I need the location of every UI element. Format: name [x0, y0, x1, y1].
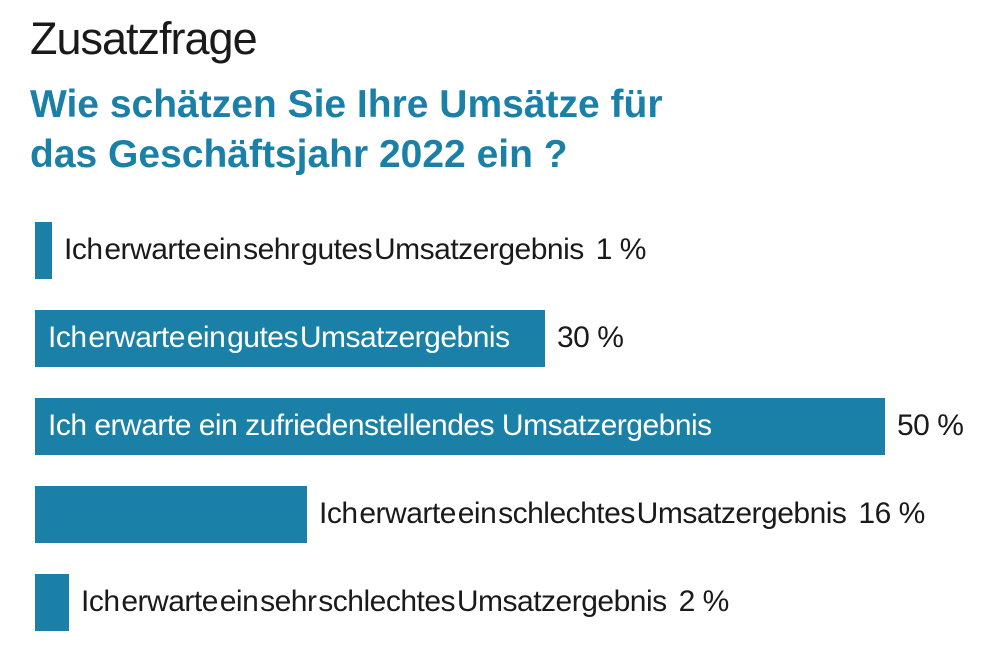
chart-row-sehr-gutes: Ich erwarte ein sehr gutes Umsatzergebni…	[35, 221, 988, 279]
bar-sehr-schlechtes-umsatzergebnis	[35, 573, 69, 631]
bar-zufriedenstellendes-umsatzergebnis: Ich erwarte ein zufriedenstellendes Umsa…	[35, 397, 885, 455]
bar-label-schlechtes: Ich erwarte ein schlechtes Umsatzergebni…	[319, 497, 847, 530]
bar-chart: Ich erwarte ein sehr gutes Umsatzergebni…	[35, 221, 988, 631]
value-label-sehr-schlechtes: 2 %	[678, 585, 730, 618]
bar-sehr-gutes-umsatzergebnis	[35, 221, 52, 279]
bar-label-zufriedenstellendes: Ich erwarte ein zufriedenstellendes Umsa…	[48, 409, 712, 442]
chart-row-schlechtes: Ich erwarte ein schlechtes Umsatzergebni…	[35, 485, 988, 543]
question-title: Wie schätzen Sie Ihre Umsätze für das Ge…	[30, 80, 988, 180]
value-label-zufriedenstellendes: 50 %	[897, 409, 964, 442]
chart-row-sehr-schlechtes: Ich erwarte ein sehr schlechtes Umsatzer…	[35, 573, 988, 631]
bar-label-gutes: Ich erwarte ein gutes Umsatzergebnis	[48, 321, 510, 354]
chart-row-gutes: Ich erwarte ein gutes Umsatzergebnis 30 …	[35, 309, 988, 367]
page-title: Zusatzfrage	[30, 13, 258, 64]
chart-row-zufriedenstellendes: Ich erwarte ein zufriedenstellendes Umsa…	[35, 397, 988, 455]
question-line-1: Wie schätzen Sie Ihre Umsätze für	[30, 82, 663, 126]
value-label-schlechtes: 16 %	[858, 497, 925, 530]
bar-label-sehr-gutes: Ich erwarte ein sehr gutes Umsatzergebni…	[64, 233, 584, 266]
bar-schlechtes-umsatzergebnis	[35, 485, 307, 543]
value-label-gutes: 30 %	[557, 321, 624, 354]
value-label-sehr-gutes: 1 %	[595, 233, 647, 266]
bar-label-sehr-schlechtes: Ich erwarte ein sehr schlechtes Umsatzer…	[81, 585, 667, 618]
question-line-2: das Geschäftsjahr 2022 ein ?	[30, 132, 568, 176]
bar-gutes-umsatzergebnis: Ich erwarte ein gutes Umsatzergebnis	[35, 309, 545, 367]
